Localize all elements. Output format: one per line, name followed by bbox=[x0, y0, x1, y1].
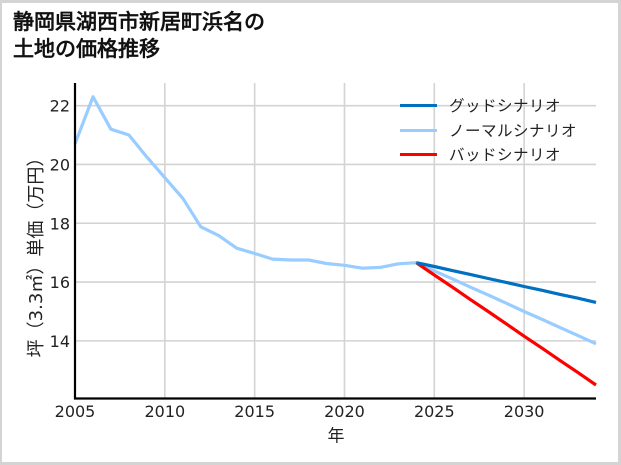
x-tick-label: 2005 bbox=[55, 402, 96, 421]
x-tick-label: 2010 bbox=[144, 402, 185, 421]
chart-title-line2: 土地の価格推移 bbox=[13, 37, 160, 61]
x-axis-label: 年 bbox=[327, 426, 345, 447]
legend-label-normal: ノーマルシナリオ bbox=[449, 122, 578, 140]
legend-swatch-normal bbox=[400, 128, 437, 132]
y-tick-label: 14 bbox=[50, 332, 70, 351]
legend-label-good: グッドシナリオ bbox=[449, 97, 562, 115]
grid-lines bbox=[74, 83, 596, 399]
legend-swatch-bad bbox=[400, 152, 437, 156]
y-axis-label: 坪（3.3㎡）単価（万円） bbox=[26, 148, 47, 358]
series-lines bbox=[73, 95, 597, 387]
x-tick-label: 2015 bbox=[234, 402, 275, 421]
tick-labels: 2005 2010 2015 2020 2025 2030 14 16 18 20 22 bbox=[50, 97, 545, 421]
chart-title-line1: 静岡県湖西市新居町浜名の bbox=[13, 10, 265, 34]
y-tick-label: 22 bbox=[50, 97, 70, 116]
series-line-bad bbox=[415, 261, 597, 387]
x-tick-label: 2030 bbox=[504, 402, 545, 421]
series-line-good bbox=[415, 261, 597, 304]
chart-title: 静岡県湖西市新居町浜名の 土地の価格推移 bbox=[13, 9, 265, 63]
y-tick-label: 20 bbox=[50, 155, 70, 174]
y-tick-label: 16 bbox=[50, 273, 70, 292]
x-tick-label: 2025 bbox=[414, 402, 455, 421]
axes bbox=[73, 83, 596, 400]
series-line-normal bbox=[73, 95, 597, 346]
legend-item-good: グッドシナリオ bbox=[400, 95, 561, 115]
y-tick-label: 18 bbox=[50, 214, 70, 233]
legend-item-normal: ノーマルシナリオ bbox=[400, 120, 577, 140]
legend-swatch-good bbox=[400, 103, 437, 107]
legend-label-bad: バッドシナリオ bbox=[449, 146, 562, 164]
legend-item-bad: バッドシナリオ bbox=[400, 144, 561, 164]
x-tick-label: 2020 bbox=[324, 402, 365, 421]
